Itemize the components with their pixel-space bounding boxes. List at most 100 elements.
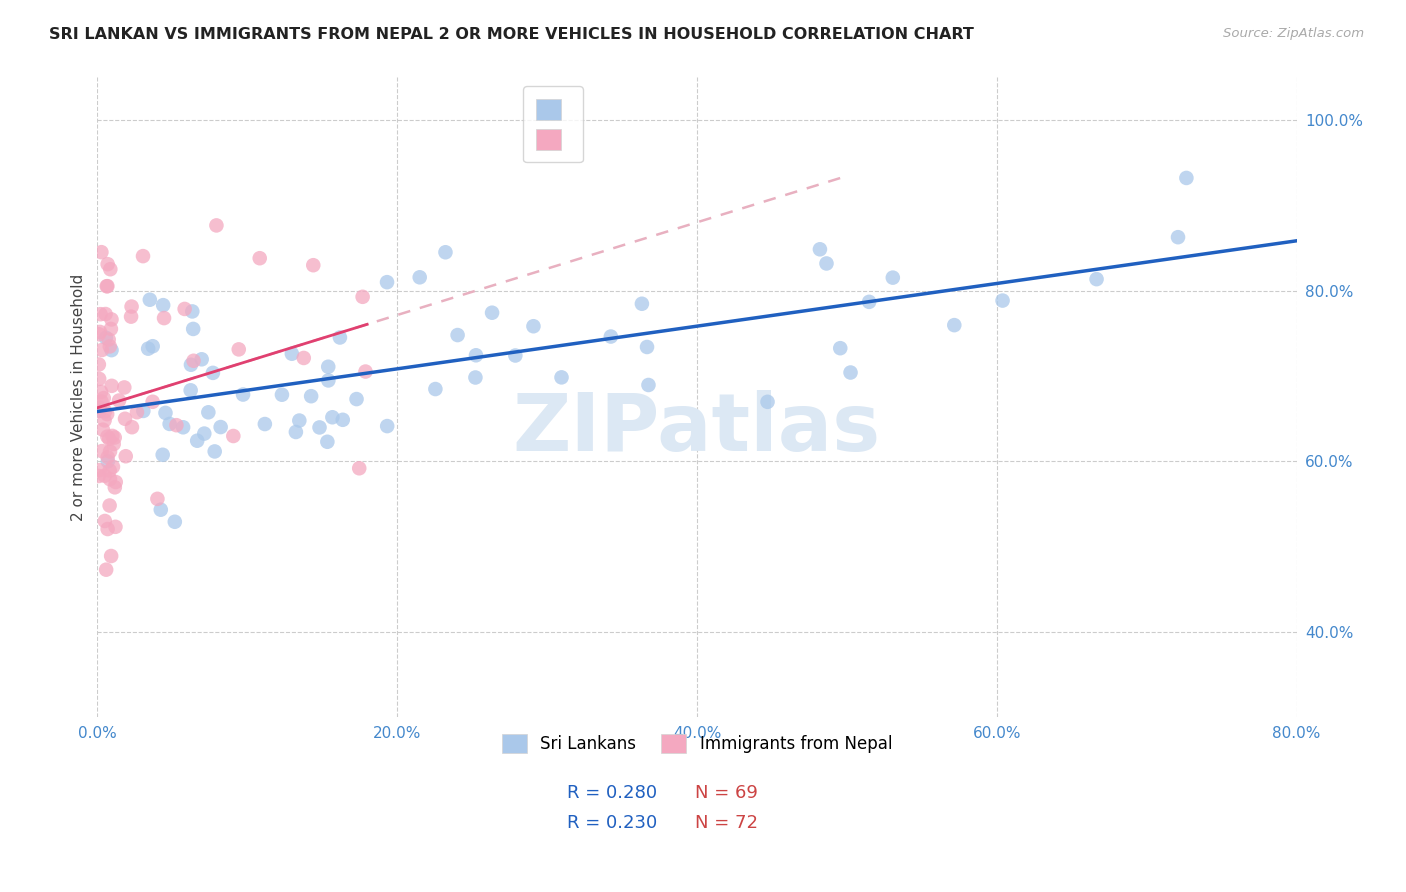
Point [332,413,354,427]
Point [631,297,654,311]
Point [180,384,202,398]
Point [316,434,339,449]
Point [281,347,304,361]
Point [943,318,966,333]
Point [97,522,120,536]
Point [89,403,111,417]
Point [808,242,831,256]
Point [271,388,294,402]
Point [375,419,398,434]
Point [132,249,155,263]
Point [93,391,115,405]
Point [181,322,204,336]
Point [90,384,112,399]
Point [249,251,271,265]
Point [815,256,838,270]
Point [186,434,208,448]
Point [756,394,779,409]
Point [292,351,315,365]
Point [100,379,122,393]
Point [173,301,195,316]
Point [481,306,503,320]
Point [90,444,112,458]
Point [114,449,136,463]
Point [347,461,370,475]
Point [284,425,307,439]
Point [636,340,658,354]
Point [183,353,205,368]
Point [152,448,174,462]
Point [90,307,112,321]
Point [97,257,120,271]
Point [98,472,121,486]
Point [89,463,111,477]
Point [112,380,135,394]
Text: N = 69: N = 69 [695,784,758,802]
Point [98,463,121,477]
Point [104,520,127,534]
Point [93,413,115,427]
Point [318,373,340,387]
Point [139,293,162,307]
Point [599,329,621,343]
Point [142,339,165,353]
Point [89,325,111,339]
Point [114,411,136,425]
Legend: Sri Lankans, Immigrants from Nepal: Sri Lankans, Immigrants from Nepal [495,728,898,760]
Point [89,372,111,386]
Point [375,275,398,289]
Point [98,262,121,277]
Point [1175,170,1198,185]
Point [98,444,121,458]
Point [346,392,368,406]
Point [153,311,176,326]
Point [100,343,122,358]
Point [163,515,186,529]
Point [637,378,659,392]
Y-axis label: 2 or more Vehicles in Household: 2 or more Vehicles in Household [72,274,86,521]
Point [190,352,212,367]
Point [87,404,110,418]
Point [172,420,194,434]
Point [142,394,165,409]
Point [352,290,374,304]
Point [197,405,219,419]
Point [97,333,120,347]
Point [152,298,174,312]
Point [149,502,172,516]
Point [228,343,250,357]
Point [94,331,117,345]
Point [329,330,352,344]
Point [100,549,122,563]
Point [882,270,904,285]
Point [1167,230,1189,244]
Point [201,366,224,380]
Point [121,420,143,434]
Point [180,358,202,372]
Point [91,343,114,357]
Point [159,417,181,431]
Point [446,328,468,343]
Point [98,499,121,513]
Point [104,475,127,489]
Text: ZIPatlas: ZIPatlas [513,391,882,468]
Point [121,300,143,314]
Point [1085,272,1108,286]
Point [96,279,118,293]
Point [104,431,127,445]
Point [155,406,177,420]
Point [425,382,447,396]
Point [94,563,117,577]
Point [136,342,159,356]
Point [125,405,148,419]
Point [505,349,527,363]
Point [101,429,124,443]
Point [205,219,228,233]
Point [87,469,110,483]
Point [100,312,122,326]
Point [97,450,120,465]
Point [100,322,122,336]
Point [321,410,343,425]
Text: R = 0.230: R = 0.230 [567,814,657,832]
Point [222,429,245,443]
